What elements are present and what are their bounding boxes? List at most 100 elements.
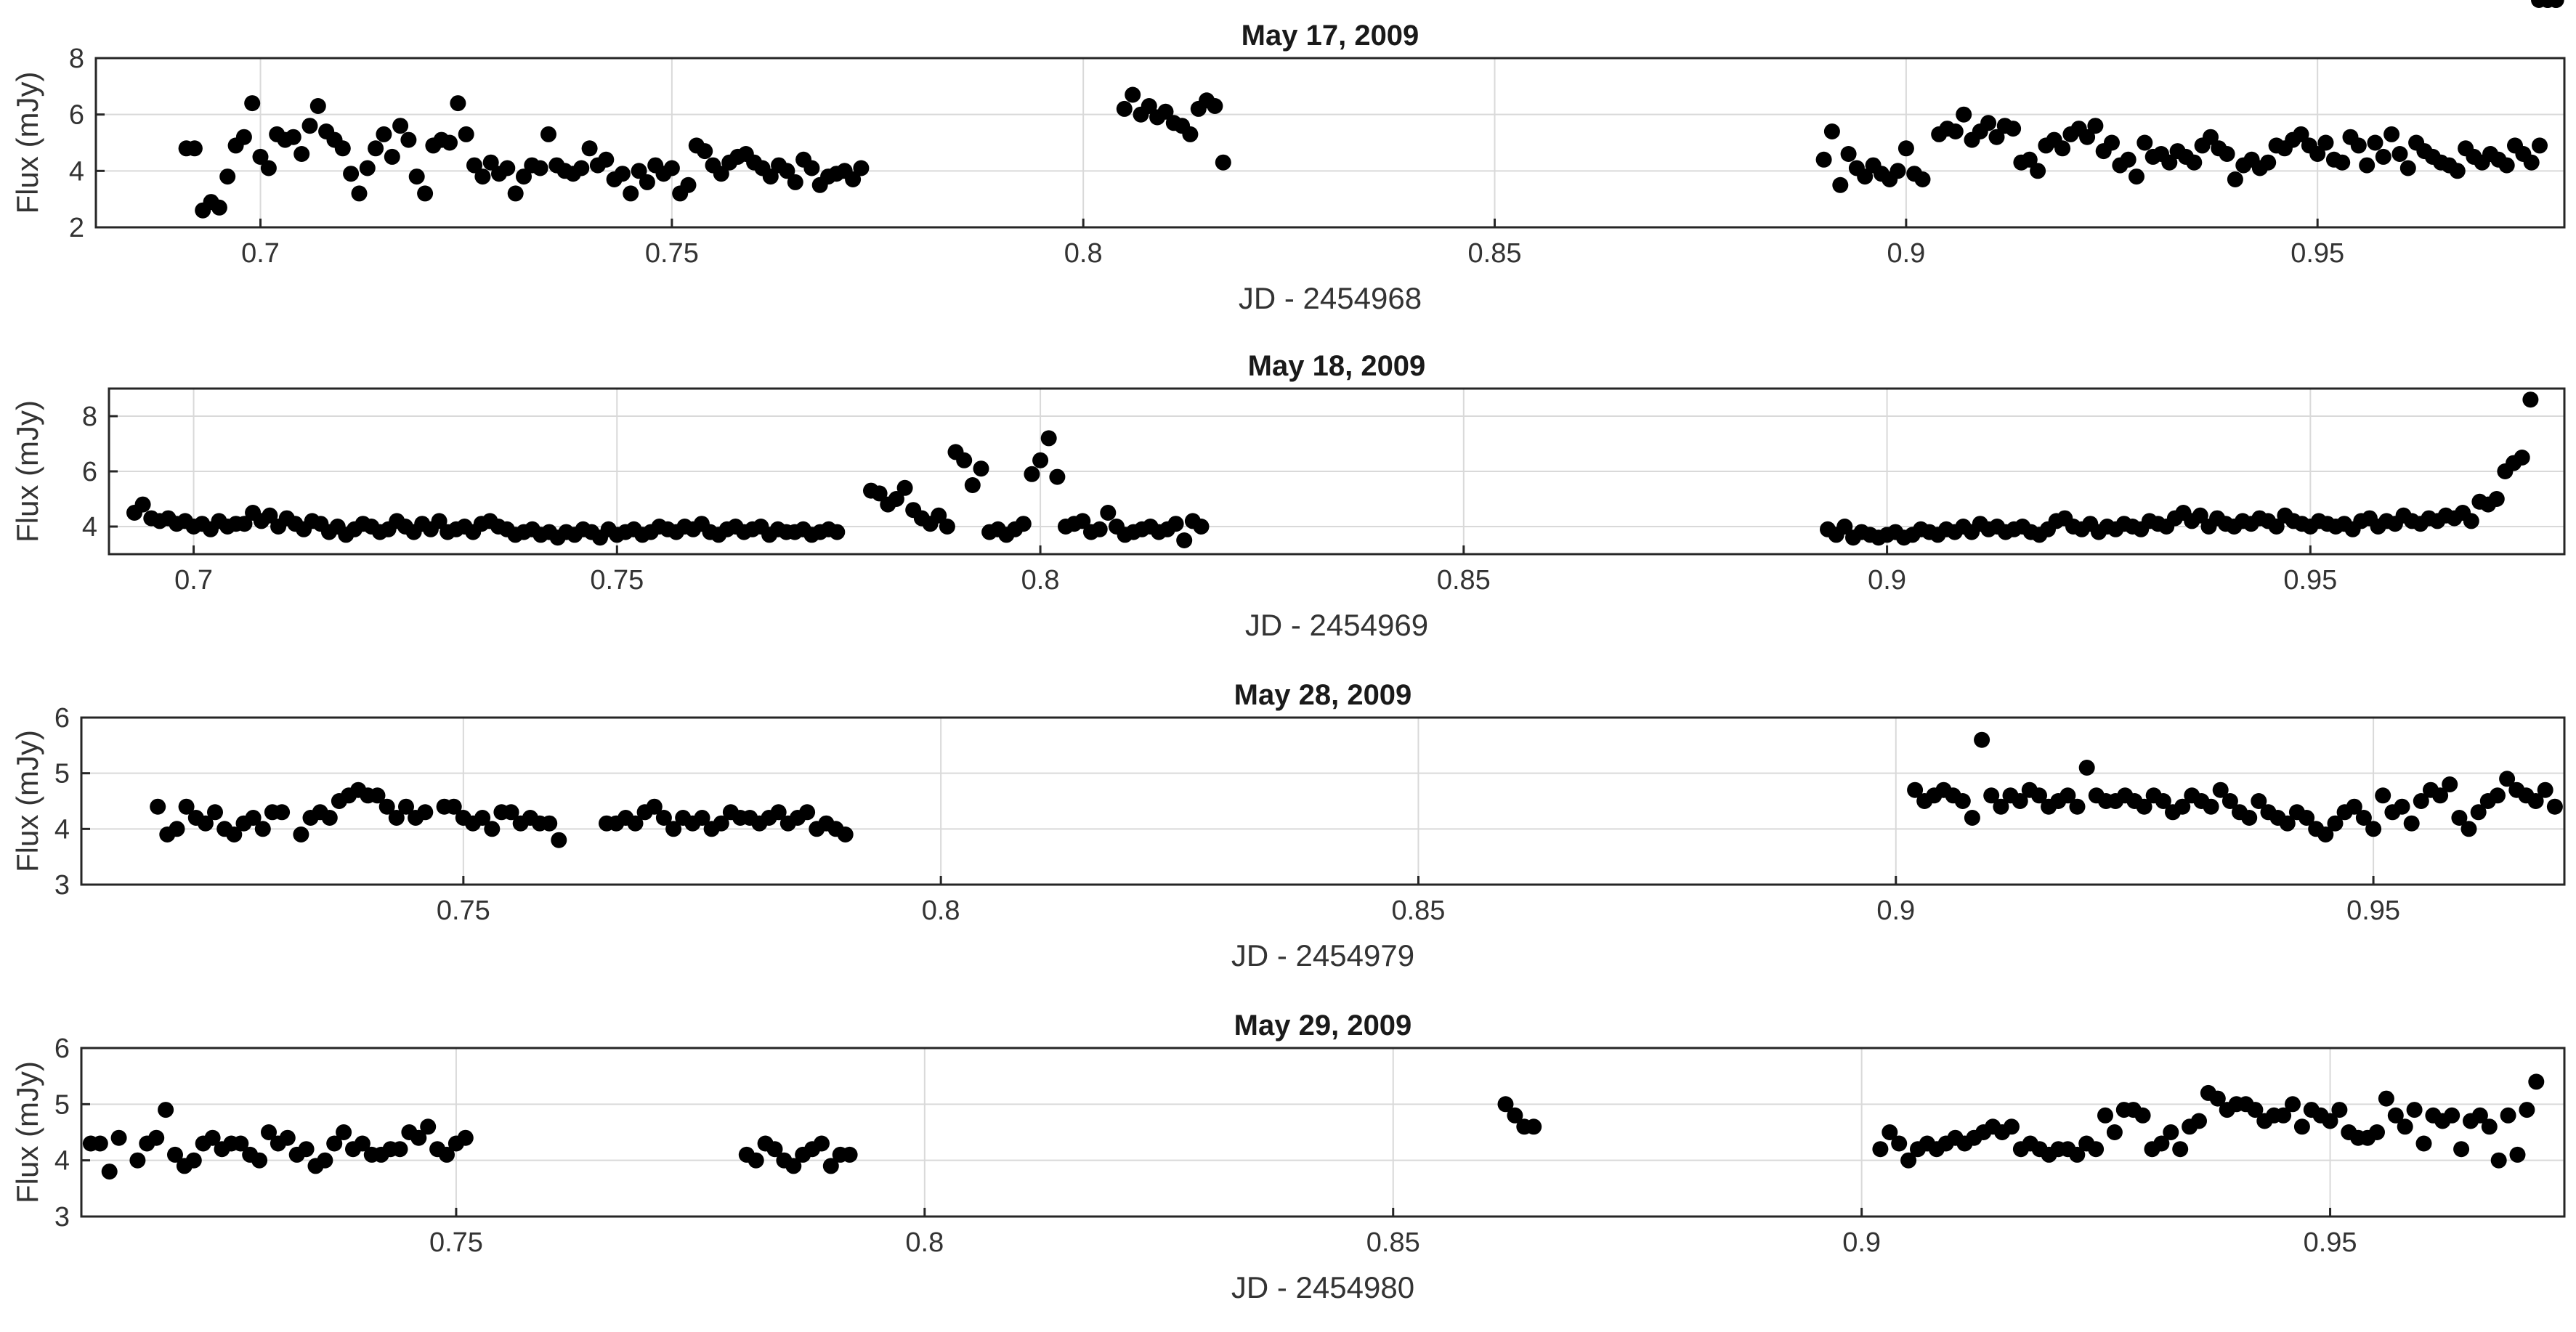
y-tick-label: 3 <box>54 870 70 901</box>
data-point <box>2163 1124 2179 1140</box>
data-point <box>279 1129 296 1146</box>
y-tick-label: 5 <box>54 1089 70 1120</box>
data-point <box>1215 154 1231 171</box>
axes-box <box>108 387 2566 556</box>
y-axis-label: Flux (mJy) <box>10 72 44 214</box>
data-point <box>779 163 795 179</box>
data-point <box>2268 519 2285 535</box>
x-tick-label: 0.85 <box>1391 896 1445 926</box>
data-point <box>110 1129 127 1146</box>
data-point <box>627 815 644 832</box>
data-point <box>92 1135 108 1152</box>
data-point <box>2153 1135 2170 1152</box>
panel-may-29: 0.75 0.8 0.85 0.9 0.95 3 4 5 6 May 29, 2009 JD - 2… <box>10 1010 2566 1304</box>
data-point <box>2136 134 2153 151</box>
panel-title: May 18, 2009 <box>1248 350 1426 382</box>
data-point <box>2500 1107 2516 1124</box>
data-point <box>2279 815 2296 832</box>
data-point <box>232 1135 249 1152</box>
x-axis-label: JD - 2454979 <box>1231 938 1414 972</box>
data-point <box>354 1135 370 1152</box>
data-point <box>2054 140 2071 157</box>
data-point <box>2499 771 2516 787</box>
data-point <box>507 185 524 202</box>
data-point <box>129 1152 146 1169</box>
data-point <box>639 174 655 190</box>
data-point <box>748 1152 764 1169</box>
data-point <box>2097 1107 2113 1124</box>
data-point <box>2129 168 2144 185</box>
data-point <box>1914 171 1931 187</box>
data-point <box>2136 798 2152 815</box>
data-point <box>598 151 615 168</box>
data-point <box>2209 1090 2226 1107</box>
data-point <box>2191 1113 2207 1129</box>
data-point <box>376 126 392 142</box>
x-tick-label: 0.75 <box>429 1227 483 1258</box>
data-point <box>2104 134 2120 151</box>
data-point <box>2453 1141 2470 1158</box>
y-tick-label: 6 <box>54 703 70 734</box>
data-point <box>2490 787 2506 804</box>
data-point <box>694 810 710 826</box>
data-point <box>378 798 395 815</box>
y-tick-label: 4 <box>54 1146 70 1177</box>
x-axis-label: JD - 2454980 <box>1231 1270 1414 1304</box>
data-point <box>1015 516 1032 532</box>
data-point <box>293 827 309 842</box>
x-tick-label: 0.8 <box>922 896 960 926</box>
data-point <box>2031 787 2047 804</box>
data-point <box>2528 1073 2545 1090</box>
data-point <box>2471 1107 2488 1124</box>
data-point <box>1815 151 1832 168</box>
data-point <box>2227 171 2243 187</box>
data-point <box>2212 781 2229 798</box>
data-point <box>408 168 425 185</box>
data-point <box>623 185 639 202</box>
data-point <box>245 810 262 826</box>
data-point <box>262 507 278 524</box>
data-point <box>551 832 567 848</box>
data-point <box>2514 450 2530 466</box>
data-point <box>665 821 682 837</box>
y-axis-label: Flux (mJy) <box>10 1061 44 1203</box>
data-point <box>398 798 414 815</box>
panel-title: May 29, 2009 <box>1234 1010 1412 1041</box>
x-tick-label: 0.95 <box>2283 565 2337 596</box>
data-point <box>1840 146 1857 162</box>
data-point <box>207 804 223 821</box>
data-point <box>2463 513 2479 529</box>
x-tick-label: 0.9 <box>1868 565 1906 596</box>
data-point <box>655 810 672 826</box>
data-point <box>1125 86 1141 103</box>
data-point <box>101 1164 118 1180</box>
data-point <box>285 129 301 145</box>
data-point <box>450 95 466 112</box>
data-point <box>1167 516 1184 532</box>
y-tick-label: 3 <box>54 1202 70 1232</box>
data-point <box>2260 154 2277 171</box>
data-point <box>251 1152 268 1169</box>
data-point <box>417 185 434 202</box>
data-point <box>2369 1124 2385 1140</box>
data-point <box>1964 810 1980 826</box>
data-point <box>2106 1124 2123 1140</box>
data-point <box>457 1129 474 1146</box>
data-point <box>2078 760 2095 776</box>
data-point <box>931 507 947 524</box>
data-point <box>2537 781 2553 798</box>
data-point <box>1040 430 1057 447</box>
data-point <box>2444 1107 2460 1124</box>
axes-box <box>80 1047 2566 1218</box>
data-point <box>1526 1118 1542 1135</box>
data-point <box>814 1135 830 1152</box>
data-point <box>2322 1113 2338 1129</box>
x-tick-label: 0.9 <box>1876 896 1915 926</box>
data-point <box>2346 798 2362 815</box>
data-point <box>148 1129 165 1146</box>
data-point <box>458 126 474 142</box>
data-point <box>2293 1118 2310 1135</box>
data-point <box>1993 798 2009 815</box>
data-point <box>697 143 713 160</box>
